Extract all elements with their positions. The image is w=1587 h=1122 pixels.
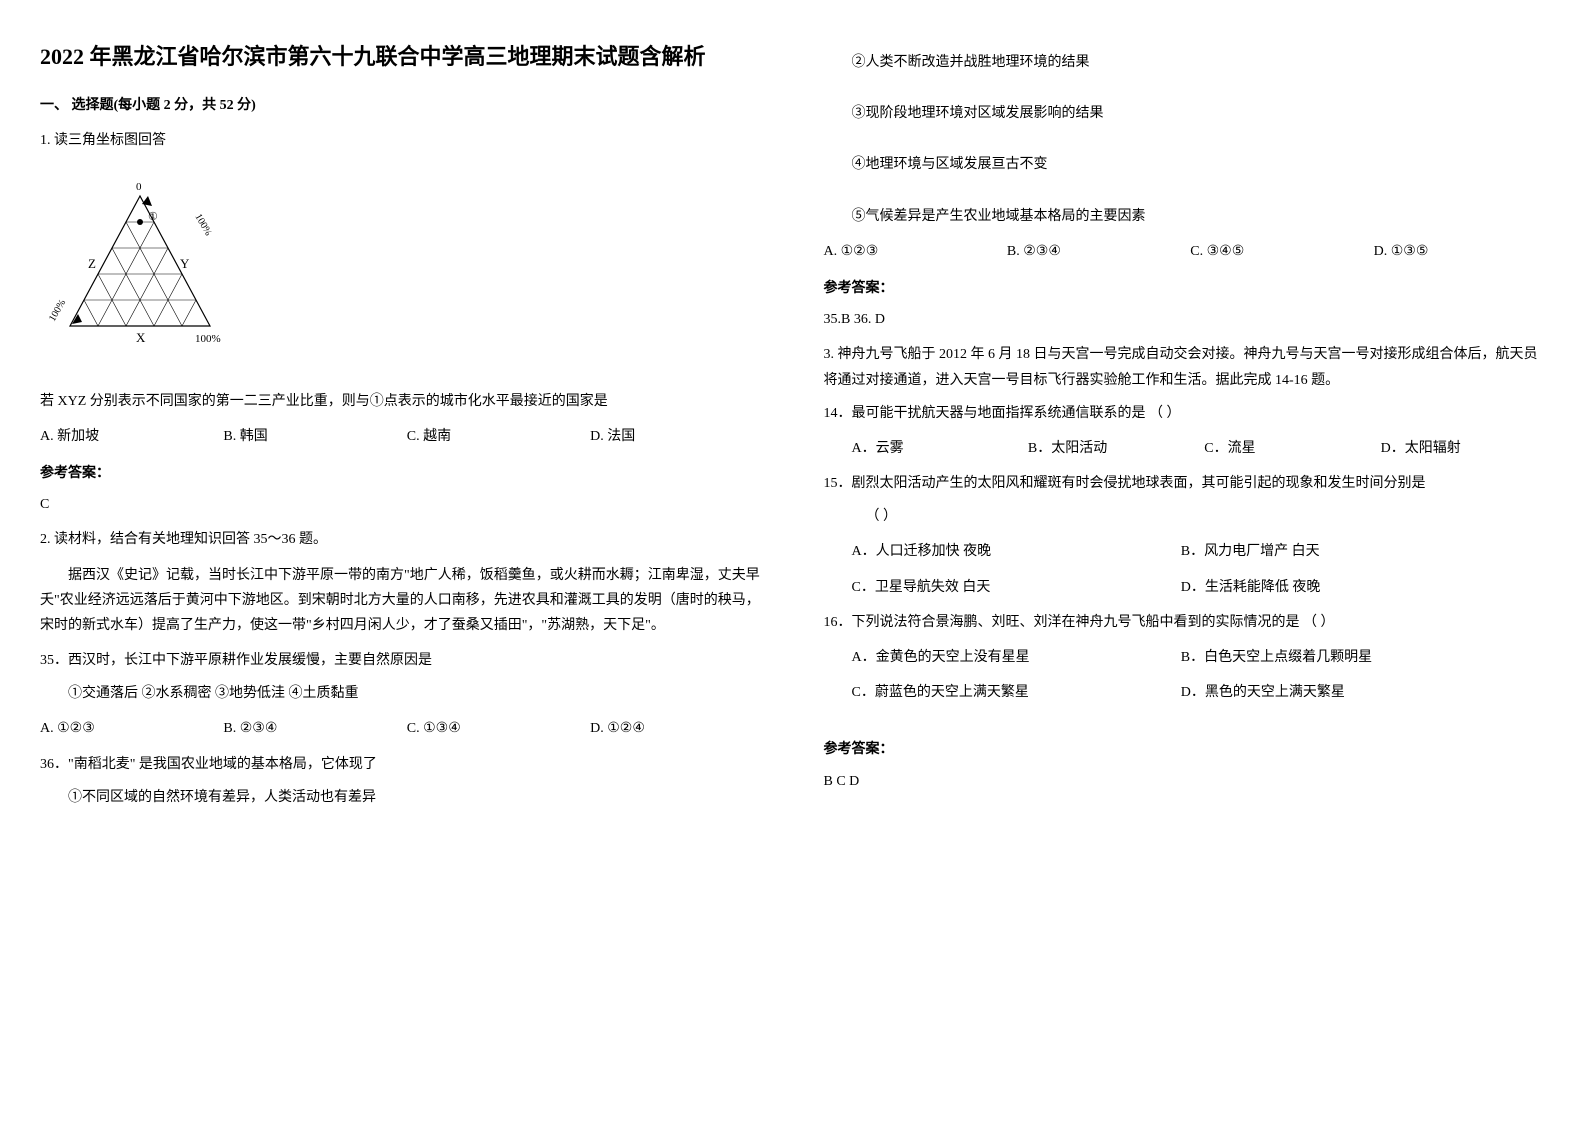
q14-option-c: C．流星 xyxy=(1204,436,1370,461)
q35-sub: ①交通落后 ②水系稠密 ③地势低洼 ④土质黏重 xyxy=(40,681,764,706)
q1-answer: C xyxy=(40,492,764,517)
q16-stem: 16．下列说法符合景海鹏、刘旺、刘洋在神舟九号飞船中看到的实际情况的是 （ ） xyxy=(824,610,1548,635)
q36-option-c: C. ③④⑤ xyxy=(1190,239,1363,264)
q15-option-d: D．生活耗能降低 夜晚 xyxy=(1181,575,1528,600)
triangle-x-label: X xyxy=(136,330,146,345)
question-2-cont: ②人类不断改造并战胜地理环境的结果 ③现阶段地理环境对区域发展影响的结果 ④地理… xyxy=(824,50,1548,332)
q35-option-a: A. ①②③ xyxy=(40,716,213,741)
q36-option-b: B. ②③④ xyxy=(1007,239,1180,264)
exam-title: 2022 年黑龙江省哈尔滨市第六十九联合中学高三地理期末试题含解析 xyxy=(40,40,764,73)
q2-answer: 35.B 36. D xyxy=(824,307,1548,332)
q14-option-d: D．太阳辐射 xyxy=(1381,436,1547,461)
q36-options: A. ①②③ B. ②③④ C. ③④⑤ D. ①③⑤ xyxy=(824,239,1548,264)
q2-intro: 2. 读材料，结合有关地理知识回答 35～36 题。 xyxy=(40,527,764,552)
q35-option-c: C. ①③④ xyxy=(407,716,580,741)
q2-answer-label: 参考答案： xyxy=(824,276,1548,301)
q35-stem: 35．西汉时，长江中下游平原耕作业发展缓慢，主要自然原因是 xyxy=(40,648,764,673)
q16-options: A．金黄色的天空上没有星星 B．白色天空上点缀着几颗明星 C．蔚蓝色的天空上满天… xyxy=(824,645,1548,705)
q35-options: A. ①②③ B. ②③④ C. ①③④ D. ①②④ xyxy=(40,716,764,741)
q2-passage-text: 据西汉《史记》记载，当时长江中下游平原一带的南方"地广人稀，饭稻羹鱼，或火耕而水… xyxy=(40,563,764,639)
q35-option-d: D. ①②④ xyxy=(590,716,763,741)
question-2: 2. 读材料，结合有关地理知识回答 35～36 题。 据西汉《史记》记载，当时长… xyxy=(40,527,764,810)
q16-option-d: D．黑色的天空上满天繁星 xyxy=(1181,680,1528,705)
q15-option-c: C．卫星导航失效 白天 xyxy=(824,575,1171,600)
question-1: 1. 读三角坐标图回答 ① xyxy=(40,128,764,517)
q1-option-c: C. 越南 xyxy=(407,424,580,449)
q14-stem: 14．最可能干扰航天器与地面指挥系统通信联系的是 （ ） xyxy=(824,401,1548,426)
q36-sub2: ②人类不断改造并战胜地理环境的结果 xyxy=(824,50,1548,75)
q36-sub4: ④地理环境与区域发展亘古不变 xyxy=(824,152,1548,177)
q15-paren: （ ） xyxy=(824,504,1548,529)
svg-text:100%: 100% xyxy=(47,298,68,324)
question-3: 3. 神舟九号飞船于 2012 年 6 月 18 日与天宫一号完成自动交会对接。… xyxy=(824,342,1548,793)
triangle-100-label: 100% xyxy=(195,333,221,345)
section-1-header: 一、 选择题(每小题 2 分，共 52 分) xyxy=(40,93,764,118)
q16-option-c: C．蔚蓝色的天空上满天繁星 xyxy=(824,680,1171,705)
q16-option-a: A．金黄色的天空上没有星星 xyxy=(824,645,1171,670)
q36-sub1: ①不同区域的自然环境有差异，人类活动也有差异 xyxy=(40,785,764,810)
exam-page: 2022 年黑龙江省哈尔滨市第六十九联合中学高三地理期末试题含解析 一、 选择题… xyxy=(40,40,1547,820)
left-column: 2022 年黑龙江省哈尔滨市第六十九联合中学高三地理期末试题含解析 一、 选择题… xyxy=(40,40,764,820)
q35-option-b: B. ②③④ xyxy=(223,716,396,741)
q1-option-d: D. 法国 xyxy=(590,424,763,449)
q1-answer-label: 参考答案： xyxy=(40,461,764,486)
q1-option-a: A. 新加坡 xyxy=(40,424,213,449)
q15-option-b: B．风力电厂增产 白天 xyxy=(1181,539,1528,564)
q14-option-b: B．太阳活动 xyxy=(1028,436,1194,461)
q36-stem: 36．"南稻北麦" 是我国农业地域的基本格局，它体现了 xyxy=(40,752,764,777)
q3-answer-label: 参考答案： xyxy=(824,737,1548,762)
svg-text:100%: 100% xyxy=(192,212,213,238)
q15-stem: 15．剧烈太阳活动产生的太阳风和耀斑有时会侵扰地球表面，其可能引起的现象和发生时… xyxy=(824,471,1548,496)
triangle-top-label: 0 xyxy=(136,181,142,193)
q36-option-a: A. ①②③ xyxy=(824,239,997,264)
q16-option-b: B．白色天空上点缀着几颗明星 xyxy=(1181,645,1528,670)
triangle-z-label: Z xyxy=(88,256,96,271)
triangle-y-label: Y xyxy=(180,256,190,271)
q2-passage: 据西汉《史记》记载，当时长江中下游平原一带的南方"地广人稀，饭稻羹鱼，或火耕而水… xyxy=(40,563,764,639)
q15-options: A．人口迁移加快 夜晚 B．风力电厂增产 白天 C．卫星导航失效 白天 D．生活… xyxy=(824,539,1548,599)
q14-option-a: A．云雾 xyxy=(824,436,1018,461)
q36-option-d: D. ①③⑤ xyxy=(1374,239,1547,264)
triangle-chart: ① 0 Z Y X 100% 100% 100% xyxy=(40,176,240,356)
q15-option-a: A．人口迁移加快 夜晚 xyxy=(824,539,1171,564)
q36-sub5: ⑤气候差异是产生农业地域基本格局的主要因素 xyxy=(824,204,1548,229)
q1-option-b: B. 韩国 xyxy=(223,424,396,449)
q1-options: A. 新加坡 B. 韩国 C. 越南 D. 法国 xyxy=(40,424,764,449)
q36-sub3: ③现阶段地理环境对区域发展影响的结果 xyxy=(824,101,1548,126)
svg-text:①: ① xyxy=(148,211,158,223)
right-column: ②人类不断改造并战胜地理环境的结果 ③现阶段地理环境对区域发展影响的结果 ④地理… xyxy=(824,40,1548,820)
q1-stem: 若 XYZ 分别表示不同国家的第一二三产业比重，则与①点表示的城市化水平最接近的… xyxy=(40,389,764,414)
q1-prompt: 1. 读三角坐标图回答 xyxy=(40,128,764,153)
q14-options: A．云雾 B．太阳活动 C．流星 D．太阳辐射 xyxy=(824,436,1548,461)
q3-answer: B C D xyxy=(824,769,1548,794)
q3-intro: 3. 神舟九号飞船于 2012 年 6 月 18 日与天宫一号完成自动交会对接。… xyxy=(824,342,1548,392)
